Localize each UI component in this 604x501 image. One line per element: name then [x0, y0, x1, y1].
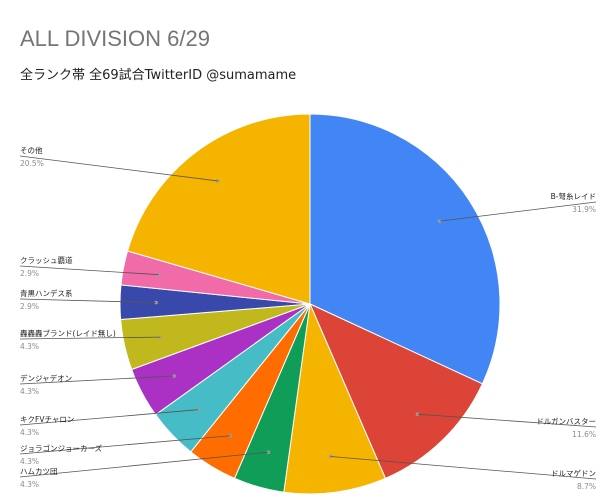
leader-line: [19, 409, 199, 426]
pie-slice: [309, 302, 484, 480]
leader-line: [19, 298, 157, 303]
slice-percent: 4.3%: [20, 428, 39, 437]
leader-line: [19, 375, 175, 385]
slice-label: ジョラゴンジョーカーズ: [20, 443, 103, 453]
slice-label: キクFVチャロン: [20, 415, 74, 424]
leader-line: [417, 413, 597, 428]
slice-label: ドルマゲドン: [551, 469, 596, 478]
chart-title: ALL DIVISION 6/29: [20, 26, 210, 51]
slice-percent: 2.9%: [20, 302, 39, 311]
slice-label: デンジャデオン: [20, 373, 72, 383]
slice-label: ハムカツ団: [20, 467, 58, 476]
slice-percent: 4.3%: [20, 387, 39, 396]
slice-label: 轟轟轟ブランド(レイド無し): [20, 328, 116, 338]
leader-line: [19, 336, 160, 340]
pie-slice: [309, 113, 501, 385]
slice-percent: 31.9%: [572, 205, 596, 214]
slice-percent: 11.6%: [572, 430, 596, 439]
slice-label: B-弩糸レイド: [551, 191, 596, 201]
pie-slice: [283, 302, 387, 495]
slice-percent: 2.9%: [20, 269, 39, 278]
slice-label: クラッシュ覇道: [20, 255, 73, 265]
slice-percent: 4.3%: [20, 342, 39, 351]
slice-percent: 20.5%: [20, 159, 44, 168]
slice-label: 青黒ハンデス系: [20, 288, 73, 298]
slice-percent: 4.3%: [20, 480, 39, 489]
slice-label: ドルガンバスター: [536, 416, 596, 426]
chart-subtitle: 全ランク帯 全69試合TwitterID @sumamame: [20, 68, 297, 83]
leader-line: [19, 435, 231, 455]
leader-line: [19, 451, 269, 478]
leader-line: [439, 201, 597, 222]
leader-line: [330, 456, 597, 480]
slice-percent: 4.3%: [20, 457, 39, 466]
leader-line: [19, 155, 218, 182]
slice-label: その他: [20, 145, 43, 155]
leader-dot: [266, 450, 271, 454]
leader-line: [19, 265, 159, 276]
slice-percent: 8.7%: [577, 482, 596, 491]
pie-slice: [126, 113, 311, 305]
